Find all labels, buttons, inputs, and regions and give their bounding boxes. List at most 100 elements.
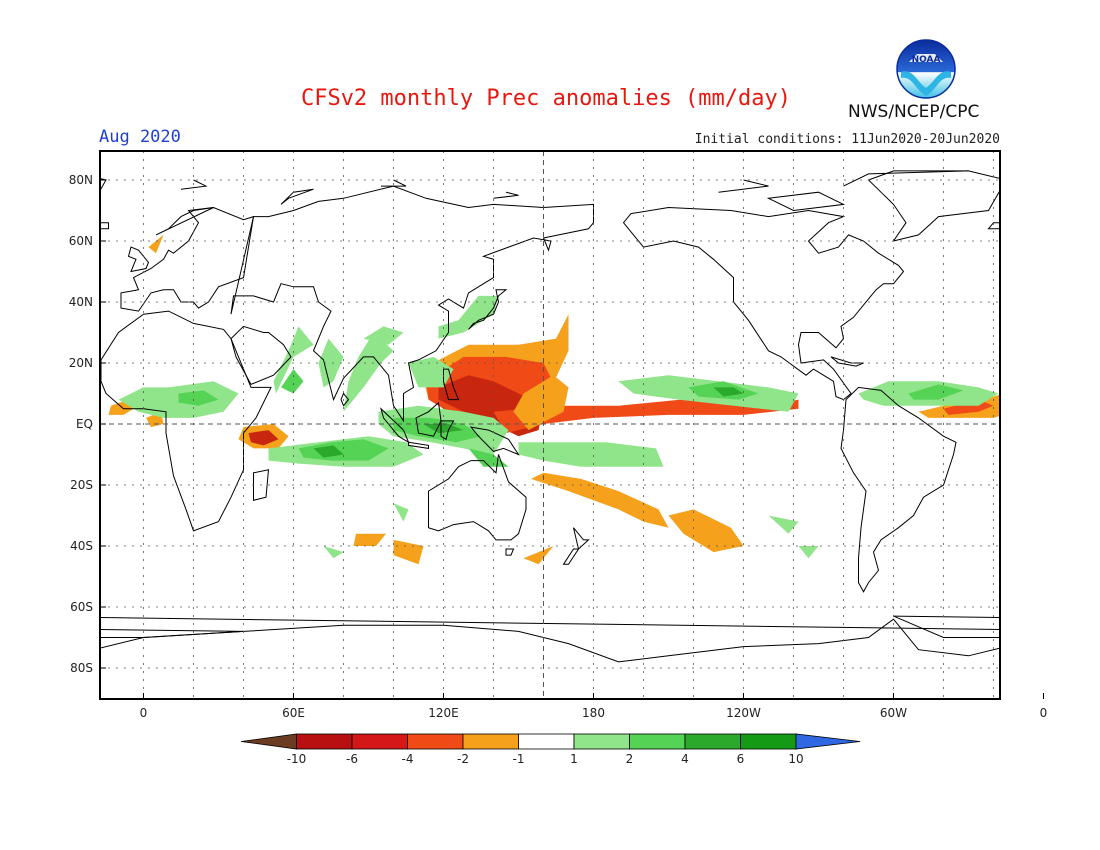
- initial-conditions-label: Initial conditions: 11Jun2020-20Jun2020: [694, 132, 1000, 147]
- anomaly-area: [523, 546, 554, 565]
- coastline: [180, 179, 208, 190]
- anomaly-area: [423, 424, 464, 434]
- anomaly-area: [178, 390, 219, 406]
- anomaly-area: [353, 533, 386, 546]
- coastline: [1001, 311, 1100, 531]
- colorbar-segment: [573, 733, 630, 750]
- colorbar-segment: [518, 733, 575, 750]
- anomaly-area: [438, 295, 499, 339]
- lat-axis: 80N 60N 40N 20N EQ 20S 40S 60S 80S: [69, 173, 106, 675]
- colorbar-label: 4: [681, 752, 689, 766]
- anomaly-area: [408, 356, 454, 388]
- anomaly-area: [248, 430, 279, 446]
- lat-label: 80S: [70, 661, 93, 675]
- anomaly-area: [273, 326, 314, 394]
- anomaly-area: [531, 472, 669, 528]
- lon-axis: 0 60E 120E 180 120W 60W 0: [140, 693, 1048, 720]
- coastline: [469, 426, 520, 456]
- colorbar-label: 2: [626, 752, 634, 766]
- lon-label: 60E: [282, 706, 305, 720]
- coastline: [840, 386, 957, 593]
- colorbar-segment: [296, 733, 353, 750]
- coastline: [1081, 180, 1100, 189]
- anomaly-area: [668, 509, 744, 553]
- coastline: [440, 420, 455, 441]
- coastline: [893, 615, 1000, 638]
- lon-label: 180: [582, 706, 605, 720]
- lon-label: 120E: [428, 706, 459, 720]
- colorbar-segment: [351, 733, 408, 750]
- coastline: [100, 310, 272, 532]
- coastline: [843, 170, 969, 187]
- coastline: [230, 185, 594, 423]
- colorbar-segment: [462, 733, 519, 750]
- logo-text: NOAA: [912, 55, 941, 65]
- org-label: NWS/NCEP/CPC: [848, 102, 980, 122]
- coastline: [443, 368, 460, 401]
- coastline: [100, 628, 244, 649]
- gridlines: [100, 151, 1000, 699]
- coastline: [766, 191, 846, 212]
- coastline: [428, 454, 527, 541]
- coastline: [253, 469, 270, 501]
- anomaly-area: [513, 375, 569, 431]
- anomaly-area: [493, 399, 799, 434]
- coastline: [340, 392, 350, 407]
- anomaly-area: [393, 503, 409, 522]
- coastline: [100, 617, 1000, 663]
- colorbar-label: -4: [402, 752, 414, 766]
- anomaly-area: [468, 448, 509, 467]
- anomaly-area: [318, 338, 344, 388]
- anomaly-area: [363, 326, 404, 345]
- colorbar-label: -10: [287, 752, 307, 766]
- coastline: [381, 179, 407, 187]
- anomaly-shading: [108, 234, 1019, 565]
- colorbar-label: 6: [737, 752, 745, 766]
- coastline: [155, 207, 214, 236]
- anomaly-area: [393, 539, 424, 565]
- lat-label: 40S: [70, 539, 93, 553]
- lat-label: 20S: [70, 478, 93, 492]
- anomaly-area: [343, 332, 394, 412]
- lon-label: 60W: [880, 706, 907, 720]
- coastline: [493, 191, 519, 199]
- lon-label: 0: [1040, 706, 1048, 720]
- coastline: [127, 246, 150, 273]
- coastline: [562, 527, 590, 565]
- lat-label: EQ: [76, 417, 93, 431]
- valid-month-label: Aug 2020: [99, 127, 181, 147]
- coastline: [0, 387, 56, 591]
- colorbar-label: 10: [788, 752, 803, 766]
- coastline: [380, 407, 410, 444]
- colorbar-low-arrow: [240, 733, 297, 750]
- coastline: [0, 208, 4, 400]
- colorbar-high-arrow: [795, 733, 861, 750]
- colorbar-label: -6: [346, 752, 358, 766]
- lat-label: 80N: [69, 173, 93, 187]
- anomaly-area: [768, 515, 799, 534]
- colorbar-label: 1: [570, 752, 578, 766]
- anomaly-area: [1001, 235, 1019, 253]
- anomaly-area: [281, 369, 304, 394]
- coastline: [622, 206, 905, 401]
- colorbar-label: -1: [513, 752, 525, 766]
- coastline: [280, 188, 314, 205]
- coastline: [830, 356, 864, 367]
- coastline: [100, 222, 109, 230]
- lat-label: 40N: [69, 295, 93, 309]
- colorbar-segment: [629, 733, 686, 750]
- coastline: [718, 179, 769, 193]
- lon-label: 0: [140, 706, 148, 720]
- coastline: [0, 171, 69, 186]
- coastline: [408, 441, 429, 449]
- lat-label: 60S: [70, 600, 93, 614]
- anomaly-area: [313, 445, 344, 458]
- anomaly-area: [908, 384, 964, 400]
- colorbar-segment: [684, 733, 741, 750]
- coastline: [1056, 208, 1100, 235]
- colorbar-segment: [740, 733, 797, 750]
- colorbar-segment: [407, 733, 464, 750]
- lat-label: 60N: [69, 234, 93, 248]
- coastline: [468, 289, 508, 330]
